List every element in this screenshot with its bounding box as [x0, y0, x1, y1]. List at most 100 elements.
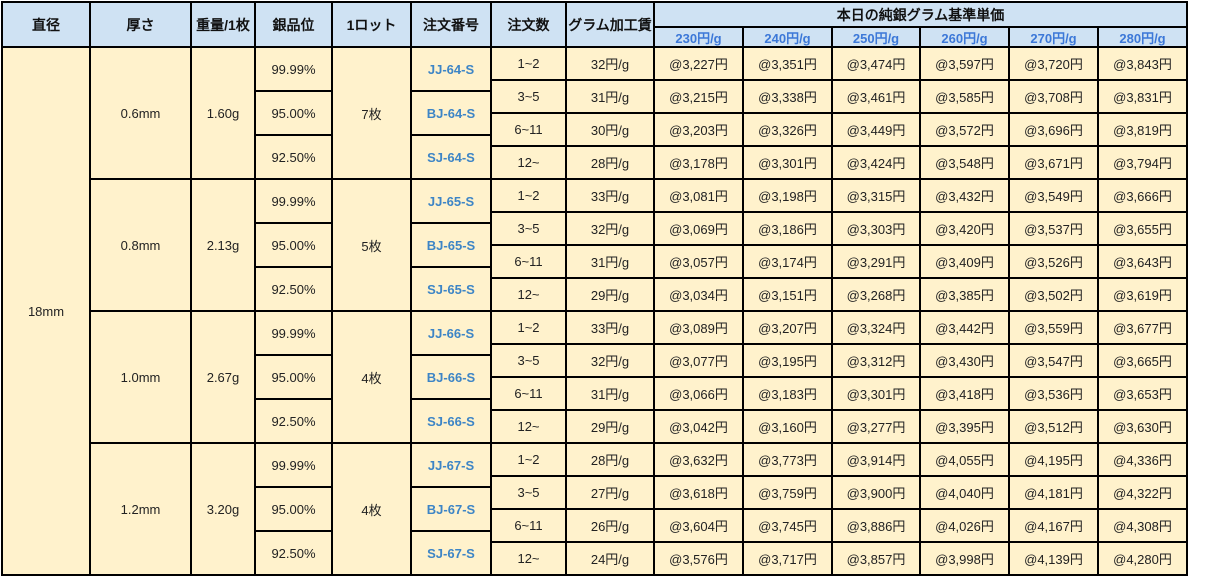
- price-cell: @3,632円: [655, 444, 742, 475]
- quantity-cell: 12~: [492, 279, 565, 310]
- price-cell: @3,312円: [833, 345, 919, 376]
- quantity-cell: 3~5: [492, 213, 565, 244]
- quantity-cell: 1~2: [492, 48, 565, 79]
- order-number-link[interactable]: SJ-66-S: [412, 400, 490, 442]
- price-cell: @4,139円: [1010, 543, 1097, 574]
- quantity-cell: 6~11: [492, 378, 565, 409]
- header-lot: 1ロット: [333, 3, 410, 46]
- price-cell: @3,643円: [1099, 246, 1186, 277]
- price-cell: @3,174円: [744, 246, 831, 277]
- price-cell: @3,461円: [833, 81, 919, 112]
- price-cell: @3,160円: [744, 411, 831, 442]
- price-cell: @3,077円: [655, 345, 742, 376]
- fee-cell: 32円/g: [567, 213, 653, 244]
- price-cell: @3,843円: [1099, 48, 1186, 79]
- price-cell: @3,268円: [833, 279, 919, 310]
- price-cell: @3,227円: [655, 48, 742, 79]
- order-number-link[interactable]: SJ-65-S: [412, 268, 490, 310]
- price-cell: @3,655円: [1099, 213, 1186, 244]
- price-cell: @3,857円: [833, 543, 919, 574]
- weight-cell: 3.20g: [192, 444, 254, 574]
- price-cell: @3,178円: [655, 147, 742, 178]
- purity-cell: 95.00%: [256, 92, 331, 134]
- price-cell: @3,549円: [1010, 180, 1097, 211]
- price-cell: @3,618円: [655, 477, 742, 508]
- price-cell: @3,536円: [1010, 378, 1097, 409]
- price-cell: @3,195円: [744, 345, 831, 376]
- fee-cell: 29円/g: [567, 279, 653, 310]
- price-cell: @4,181円: [1010, 477, 1097, 508]
- fee-cell: 28円/g: [567, 147, 653, 178]
- price-cell: @3,914円: [833, 444, 919, 475]
- purity-cell: 92.50%: [256, 268, 331, 310]
- price-cell: @3,900円: [833, 477, 919, 508]
- fee-cell: 31円/g: [567, 378, 653, 409]
- quantity-cell: 3~5: [492, 81, 565, 112]
- order-number-link[interactable]: JJ-65-S: [412, 180, 490, 222]
- price-cell: @3,819円: [1099, 114, 1186, 145]
- price-cell: @3,042円: [655, 411, 742, 442]
- price-cell: @3,886円: [833, 510, 919, 541]
- thickness-cell: 0.6mm: [91, 48, 190, 178]
- order-number-link[interactable]: SJ-67-S: [412, 532, 490, 574]
- price-cell: @3,585円: [921, 81, 1008, 112]
- lot-cell: 4枚: [333, 312, 410, 442]
- price-cell: @3,207円: [744, 312, 831, 343]
- order-number-link[interactable]: JJ-67-S: [412, 444, 490, 486]
- price-cell: @4,040円: [921, 477, 1008, 508]
- fee-cell: 30円/g: [567, 114, 653, 145]
- header-price-col: 280円/g: [1099, 28, 1186, 46]
- price-cell: @3,745円: [744, 510, 831, 541]
- header-diameter: 直径: [3, 3, 89, 46]
- thickness-cell: 1.0mm: [91, 312, 190, 442]
- price-cell: @3,420円: [921, 213, 1008, 244]
- fee-cell: 28円/g: [567, 444, 653, 475]
- price-cell: @3,034円: [655, 279, 742, 310]
- fee-cell: 33円/g: [567, 312, 653, 343]
- price-cell: @3,653円: [1099, 378, 1186, 409]
- order-number-link[interactable]: BJ-65-S: [412, 224, 490, 266]
- order-number-link[interactable]: JJ-64-S: [412, 48, 490, 90]
- quantity-cell: 3~5: [492, 477, 565, 508]
- price-cell: @3,794円: [1099, 147, 1186, 178]
- lot-cell: 5枚: [333, 180, 410, 310]
- header-price-col: 240円/g: [744, 28, 831, 46]
- diameter-cell: 18mm: [3, 48, 89, 574]
- order-number-link[interactable]: BJ-66-S: [412, 356, 490, 398]
- order-number-link[interactable]: SJ-64-S: [412, 136, 490, 178]
- price-cell: @3,630円: [1099, 411, 1186, 442]
- fee-cell: 29円/g: [567, 411, 653, 442]
- price-cell: @3,057円: [655, 246, 742, 277]
- price-cell: @3,537円: [1010, 213, 1097, 244]
- fee-cell: 26円/g: [567, 510, 653, 541]
- price-cell: @3,998円: [921, 543, 1008, 574]
- price-cell: @3,424円: [833, 147, 919, 178]
- price-cell: @3,303円: [833, 213, 919, 244]
- weight-cell: 2.67g: [192, 312, 254, 442]
- price-cell: @3,183円: [744, 378, 831, 409]
- price-cell: @3,717円: [744, 543, 831, 574]
- thickness-cell: 0.8mm: [91, 180, 190, 310]
- quantity-cell: 1~2: [492, 180, 565, 211]
- quantity-cell: 3~5: [492, 345, 565, 376]
- price-cell: @3,512円: [1010, 411, 1097, 442]
- price-cell: @3,432円: [921, 180, 1008, 211]
- price-cell: @3,548円: [921, 147, 1008, 178]
- price-cell: @4,026円: [921, 510, 1008, 541]
- quantity-cell: 6~11: [492, 114, 565, 145]
- price-cell: @3,474円: [833, 48, 919, 79]
- price-cell: @3,338円: [744, 81, 831, 112]
- price-cell: @3,351円: [744, 48, 831, 79]
- order-number-link[interactable]: BJ-64-S: [412, 92, 490, 134]
- price-cell: @3,089円: [655, 312, 742, 343]
- price-table: 直径 厚さ 重量/1枚 銀品位 1ロット 注文番号 注文数 グラム加工賃 本日の純銀グラム基準単…: [1, 1, 1188, 576]
- weight-cell: 2.13g: [192, 180, 254, 310]
- order-number-link[interactable]: BJ-67-S: [412, 488, 490, 530]
- price-cell: @3,081円: [655, 180, 742, 211]
- header-fee: グラム加工賃: [567, 3, 653, 46]
- header-price-col: 230円/g: [655, 28, 742, 46]
- weight-cell: 1.60g: [192, 48, 254, 178]
- purity-cell: 99.99%: [256, 180, 331, 222]
- order-number-link[interactable]: JJ-66-S: [412, 312, 490, 354]
- price-cell: @3,604円: [655, 510, 742, 541]
